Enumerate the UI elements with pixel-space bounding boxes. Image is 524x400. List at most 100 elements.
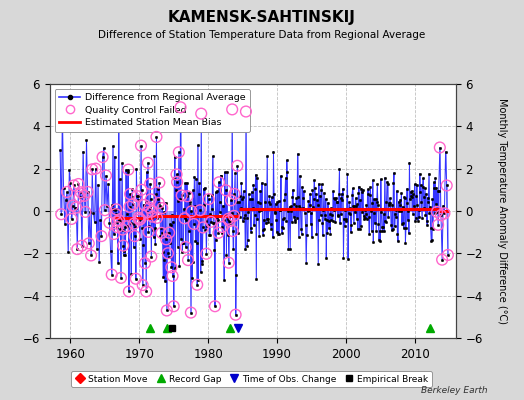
- Point: [87, 252, 95, 259]
- Point: [75, 194, 84, 200]
- Legend: Station Move, Record Gap, Time of Obs. Change, Empirical Break: Station Move, Record Gap, Time of Obs. C…: [71, 371, 432, 387]
- Point: [434, 222, 442, 228]
- Point: [187, 208, 195, 214]
- Point: [84, 240, 93, 247]
- Point: [184, 257, 192, 263]
- Point: [165, 230, 173, 236]
- Point: [145, 205, 154, 211]
- Point: [113, 224, 122, 230]
- Point: [74, 181, 83, 187]
- Point: [233, 162, 242, 169]
- Point: [228, 228, 237, 234]
- Point: [123, 223, 131, 230]
- Point: [68, 216, 76, 222]
- Point: [177, 104, 185, 110]
- Point: [138, 282, 147, 288]
- Point: [169, 303, 178, 310]
- Point: [141, 260, 149, 266]
- Point: [437, 212, 445, 218]
- Point: [136, 216, 145, 222]
- Point: [204, 196, 213, 202]
- Point: [132, 276, 140, 282]
- Point: [113, 218, 121, 225]
- Point: [174, 149, 183, 156]
- Y-axis label: Monthly Temperature Anomaly Difference (°C): Monthly Temperature Anomaly Difference (…: [497, 98, 507, 324]
- Point: [119, 242, 127, 249]
- Point: [214, 230, 223, 236]
- Point: [230, 191, 238, 197]
- Point: [440, 210, 449, 216]
- Point: [144, 229, 152, 235]
- Point: [63, 189, 71, 195]
- Point: [69, 202, 77, 209]
- Point: [97, 233, 106, 239]
- Text: KAMENSK-SAHTINSKIJ: KAMENSK-SAHTINSKIJ: [168, 10, 356, 25]
- Point: [180, 215, 189, 222]
- Point: [112, 211, 120, 217]
- Point: [124, 166, 133, 173]
- Point: [181, 244, 190, 250]
- Point: [140, 202, 149, 208]
- Point: [137, 186, 146, 193]
- Point: [130, 233, 139, 239]
- Point: [202, 250, 211, 257]
- Point: [207, 219, 215, 225]
- Point: [126, 191, 134, 197]
- Point: [193, 282, 201, 288]
- Point: [125, 288, 133, 295]
- Point: [144, 160, 152, 166]
- Point: [232, 312, 240, 318]
- Point: [217, 224, 226, 230]
- Point: [438, 256, 446, 263]
- Point: [147, 196, 155, 202]
- Point: [110, 231, 118, 237]
- Point: [155, 200, 163, 206]
- Point: [187, 310, 195, 316]
- Point: [115, 217, 123, 224]
- Point: [215, 179, 223, 186]
- Point: [155, 179, 163, 186]
- Point: [80, 193, 89, 199]
- Point: [117, 275, 125, 281]
- Point: [163, 250, 172, 256]
- Point: [148, 214, 157, 220]
- Point: [143, 209, 151, 216]
- Point: [224, 216, 232, 222]
- Point: [102, 172, 110, 179]
- Point: [199, 224, 207, 231]
- Point: [81, 209, 90, 215]
- Point: [152, 134, 161, 140]
- Point: [105, 220, 114, 226]
- Point: [142, 288, 150, 295]
- Point: [101, 207, 109, 213]
- Point: [228, 106, 236, 113]
- Point: [230, 213, 238, 219]
- Point: [242, 108, 250, 115]
- Point: [433, 209, 441, 215]
- Point: [190, 221, 198, 227]
- Point: [196, 207, 204, 214]
- Point: [172, 171, 181, 178]
- Point: [72, 204, 80, 211]
- Point: [162, 307, 171, 314]
- Point: [158, 205, 167, 211]
- Point: [112, 206, 121, 212]
- Point: [222, 187, 230, 194]
- Point: [168, 273, 177, 279]
- Point: [78, 242, 86, 249]
- Point: [146, 181, 155, 187]
- Point: [83, 189, 92, 195]
- Point: [435, 144, 444, 151]
- Point: [167, 264, 176, 270]
- Point: [225, 218, 234, 224]
- Point: [153, 215, 161, 221]
- Point: [130, 220, 138, 227]
- Point: [211, 303, 219, 310]
- Point: [147, 253, 156, 260]
- Point: [125, 204, 134, 210]
- Point: [178, 192, 186, 199]
- Point: [157, 230, 166, 236]
- Point: [118, 226, 127, 233]
- Point: [442, 182, 451, 189]
- Point: [77, 189, 85, 196]
